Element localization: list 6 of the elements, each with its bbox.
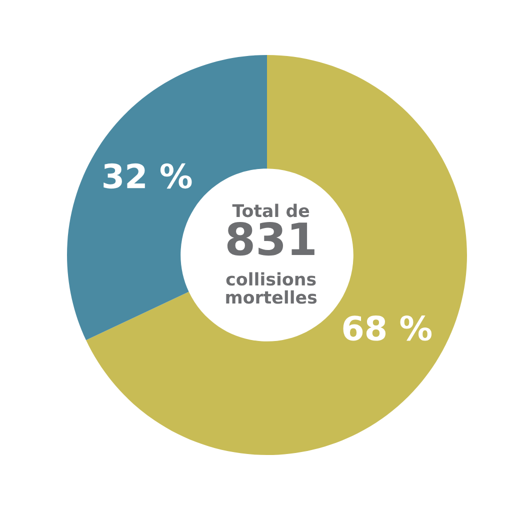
data-label: 32 %: [104, 163, 192, 189]
text: 831: [227, 222, 314, 256]
text: Total de: [232, 204, 310, 218]
data-label: 68 %: [343, 316, 432, 341]
text: collisions mortelles: [226, 272, 317, 304]
donut-slice: [86, 55, 467, 455]
